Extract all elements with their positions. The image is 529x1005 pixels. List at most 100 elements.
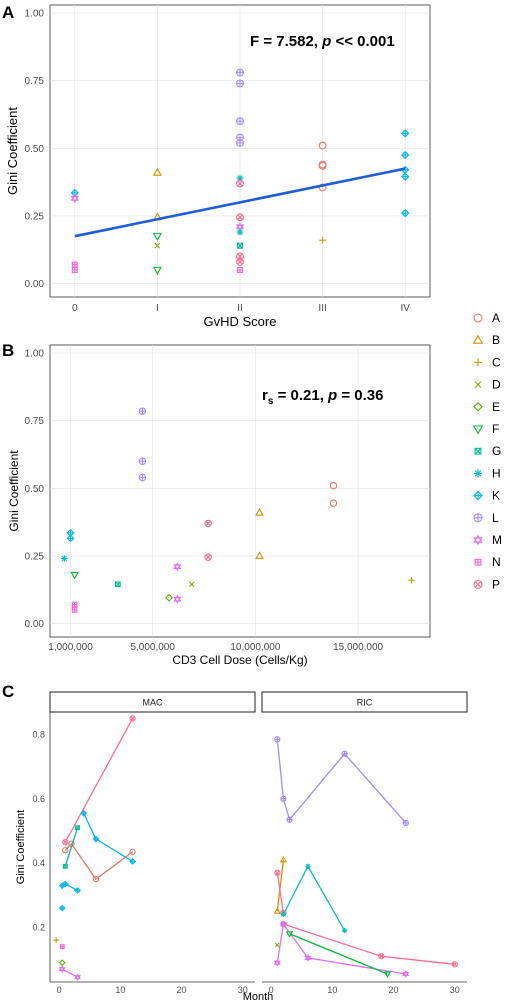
facet-mac-point [59, 944, 65, 950]
panel-b-ytick-label: 0.25 [25, 551, 45, 562]
panel-a-annotation-p: p [321, 33, 331, 50]
panel-b-plot-frame [49, 344, 431, 638]
facet-ric-series-line [276, 739, 407, 824]
legend-item: A [473, 311, 500, 325]
panel-b-point [61, 555, 68, 562]
panel-a-xtick-label: III [318, 303, 326, 314]
facet-mac-point [129, 848, 136, 855]
panel-a-x-ticks: 0 I II III IV [72, 303, 410, 314]
facet-ric-xtick-label: 20 [389, 985, 399, 995]
panel-c-letter: C [2, 682, 14, 701]
facet-mac-series-line [83, 812, 133, 863]
facet-ric-point [402, 970, 410, 978]
facet-mac-x-ticks: 0 10 20 30 [57, 985, 248, 995]
panel-a-point [237, 266, 243, 273]
facet-ric-point [280, 795, 287, 802]
panel-a-ytick-label: 0.75 [25, 76, 45, 87]
facet-ric-point [274, 869, 281, 876]
panel-a-y-axis-title: Gini Coefficient [5, 107, 20, 195]
panel-b-point [255, 507, 264, 516]
panel-b-point [138, 407, 147, 415]
facet-strip-mac [49, 691, 256, 713]
panel-a-xtick-label: IV [400, 303, 410, 314]
facet-mac-xtick-label: 20 [177, 985, 187, 995]
legend-item: K [473, 489, 500, 503]
panel-b-annotation-suffix: = 0.36 [337, 387, 383, 404]
facet-mac-point [92, 875, 100, 883]
panel-a-point [401, 209, 410, 218]
legend-key-d [474, 381, 482, 388]
legend-item: L [473, 511, 499, 525]
legend-key-h [474, 469, 482, 478]
panel-b-point [173, 594, 182, 604]
panel-b-x-ticks: 1,000,000 5,000,000 10,000,000 15,000,00… [48, 642, 383, 653]
panel-a-point [318, 161, 327, 170]
facet-mac-point [80, 809, 88, 817]
facet-ric-point [304, 954, 312, 962]
panel-b-y-axis-title: Gini Coefficient [7, 450, 21, 532]
facet-ric-point [402, 819, 409, 827]
facet-mac-point [74, 973, 81, 981]
facet-mac-point [62, 839, 69, 846]
legend-item: P [473, 577, 500, 591]
panel-a-point [71, 266, 78, 273]
panel-b-annotation-mid: = 0.21, [273, 387, 328, 404]
panel-c-ytick-label: 0.4 [32, 858, 45, 868]
facet-mac-point [58, 904, 66, 912]
facet-ric-x-ticks: 0 10 20 30 [269, 985, 460, 995]
facet-mac-point [75, 825, 80, 831]
panel-a-point [236, 179, 244, 188]
panel-a-point [236, 257, 244, 266]
facet-ric-series-line [282, 864, 346, 931]
facet-title-ric: RIC [357, 698, 373, 708]
panel-a-point [401, 150, 410, 160]
panel-a-ytick-label: 0.00 [25, 279, 45, 290]
panel-c-x-axis-title: Month [243, 991, 274, 1003]
panel-a-point [319, 236, 327, 244]
facet-ric-xtick-label: 10 [327, 985, 337, 995]
legend-key-g [474, 447, 482, 455]
panel-a-point [152, 266, 162, 275]
facet-mac-point [58, 959, 66, 967]
panel-a-point [401, 129, 410, 138]
panel-a-point [152, 233, 162, 242]
panel-b-ytick-label: 0.75 [25, 416, 45, 427]
panel-b-ytick-label: 0.50 [25, 484, 45, 495]
facet-mac-xtick-label: 0 [57, 985, 62, 995]
panel-b-annotation-p: p [327, 387, 337, 404]
panel-b-point [71, 601, 78, 608]
panel-a-point [236, 213, 244, 222]
panel-b-xtick-label: 10,000,000 [230, 642, 280, 653]
facet-ric-xtick-label: 0 [269, 985, 274, 995]
panel-b-point [329, 499, 338, 507]
facet-mac-point [62, 847, 69, 854]
legend-label: K [492, 489, 500, 503]
panel-b-point [114, 581, 121, 588]
panel-a-point [401, 172, 410, 181]
facet-ric-point [286, 816, 293, 823]
facet-ric-series-line [276, 859, 285, 912]
panel-b-point [138, 473, 147, 482]
legend-label: B [492, 333, 500, 347]
legend-label: L [492, 511, 499, 525]
facet-mac-point [61, 880, 69, 888]
facet-ric-point [285, 931, 294, 938]
panel-b-xtick-label: 15,000,000 [333, 642, 383, 653]
facet-ric-point [451, 961, 458, 968]
panel-b-point [165, 593, 174, 602]
facet-mac-point [62, 863, 68, 869]
legend-item: E [473, 400, 500, 414]
legend-label: C [492, 355, 501, 369]
panel-a-point [318, 183, 327, 192]
facet-mac-xtick-label: 30 [238, 985, 248, 995]
panel-c-y-axis-title: Gini Coefficient [15, 810, 27, 884]
panel-a-x-axis-title: GvHD Score [204, 314, 277, 329]
panel-b-point [189, 581, 195, 587]
legend-item: B [472, 333, 500, 347]
panel-b-ytick-label: 1.00 [25, 349, 45, 360]
facet-mac-series-line [64, 827, 79, 867]
panel-a-xtick-label: I [156, 303, 159, 314]
panel-c: C MAC RIC 0.2 0.4 0.6 0.8 0 10 20 30 0 1… [2, 682, 468, 1003]
facet-ric-marks [273, 736, 458, 978]
